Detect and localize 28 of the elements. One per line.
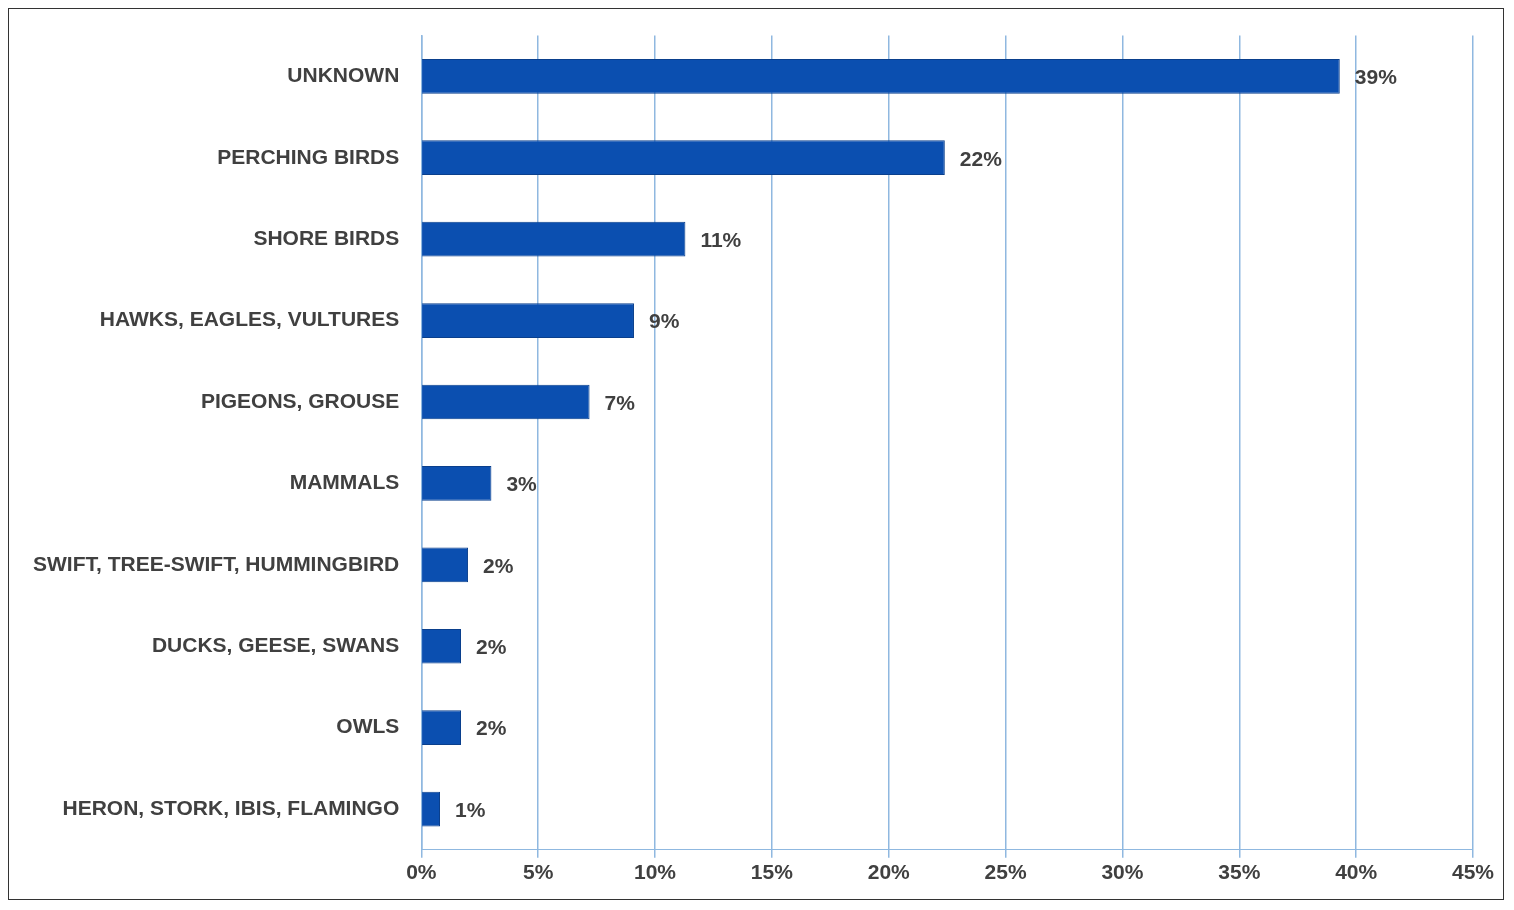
- y-tick-label: MAMMALS: [289, 470, 400, 494]
- y-tick-label: SWIFT, TREE-SWIFT, HUMMINGBIRD: [32, 551, 400, 575]
- x-tick-label: 10%: [634, 860, 677, 884]
- data-label: 7%: [604, 390, 636, 414]
- x-tick-label: 5%: [522, 860, 554, 884]
- x-tick-label: 20%: [867, 860, 911, 884]
- y-tick-label: HAWKS, EAGLES, VULTURES: [99, 307, 400, 331]
- x-tick-label: 0%: [406, 860, 437, 884]
- data-label: 1%: [455, 797, 486, 821]
- x-tick-label: 40%: [1335, 860, 1378, 884]
- data-label: 11%: [700, 227, 742, 251]
- data-label: 3%: [506, 472, 538, 496]
- y-tick-label: UNKNOWN: [287, 63, 400, 87]
- x-tick-label: 15%: [750, 860, 794, 884]
- y-tick-label: HERON, STORK, IBIS, FLAMINGO: [62, 795, 400, 819]
- x-tick-label: 30%: [1101, 860, 1144, 884]
- y-tick-label: DUCKS, GEESE, SWANS: [151, 633, 400, 657]
- x-tick-label: 45%: [1451, 860, 1495, 884]
- y-tick-label: PIGEONS, GROUSE: [200, 388, 400, 412]
- data-label: 22%: [959, 146, 1003, 170]
- x-tick-label: 25%: [984, 860, 1027, 884]
- data-label: 2%: [483, 553, 514, 577]
- y-tick-label: OWLS: [336, 714, 400, 738]
- x-tick-label: 35%: [1218, 860, 1261, 884]
- y-tick-label: SHORE BIRDS: [253, 225, 400, 249]
- y-tick-label: PERCHING BIRDS: [217, 144, 400, 168]
- data-label: 2%: [476, 635, 507, 659]
- data-label: 2%: [476, 716, 507, 740]
